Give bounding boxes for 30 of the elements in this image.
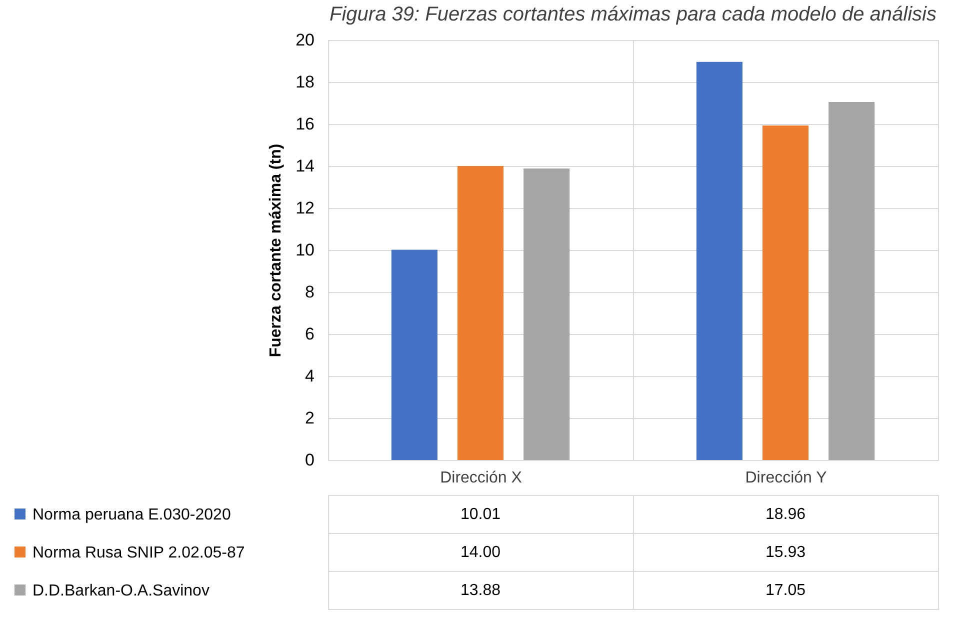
y-tick-label: 18 xyxy=(296,72,314,92)
legend-label: Norma peruana E.030-2020 xyxy=(32,506,231,524)
legend-label: D.D.Barkan-O.A.Savinov xyxy=(32,582,210,600)
y-tick-label: 16 xyxy=(296,114,314,134)
y-tick-label: 12 xyxy=(296,198,314,218)
data-label: 15.93 xyxy=(765,544,806,561)
y-tick-label: 14 xyxy=(296,156,314,176)
data-label: 17.05 xyxy=(765,582,806,599)
data-label: 14.00 xyxy=(460,544,501,561)
data-label: 18.96 xyxy=(765,506,806,523)
y-tick-label: 4 xyxy=(305,366,314,386)
x-tick-label: Dirección X xyxy=(440,470,522,486)
y-tick-label: 2 xyxy=(305,408,314,428)
y-axis-title: Fuerza cortante máxima (tn) xyxy=(268,144,285,358)
bar xyxy=(524,168,570,460)
y-tick-label: 6 xyxy=(305,324,314,344)
bar xyxy=(391,250,438,460)
data-label: 10.01 xyxy=(460,506,501,523)
chart-title: Figura 39: Fuerzas cortantes máximas para cada modelo de análisis xyxy=(330,4,936,26)
bar xyxy=(696,62,742,460)
legend-label: Norma Rusa SNIP 2.02.05-87 xyxy=(32,544,245,562)
data-label: 13.88 xyxy=(460,582,501,599)
y-tick-label: 0 xyxy=(305,450,314,470)
bar xyxy=(762,125,809,460)
y-tick-label: 8 xyxy=(305,282,314,302)
bar xyxy=(457,166,504,460)
bar xyxy=(828,102,875,460)
y-tick-label: 20 xyxy=(296,30,314,50)
y-tick-label: 10 xyxy=(296,240,314,260)
x-tick-label: Dirección Y xyxy=(745,470,828,486)
